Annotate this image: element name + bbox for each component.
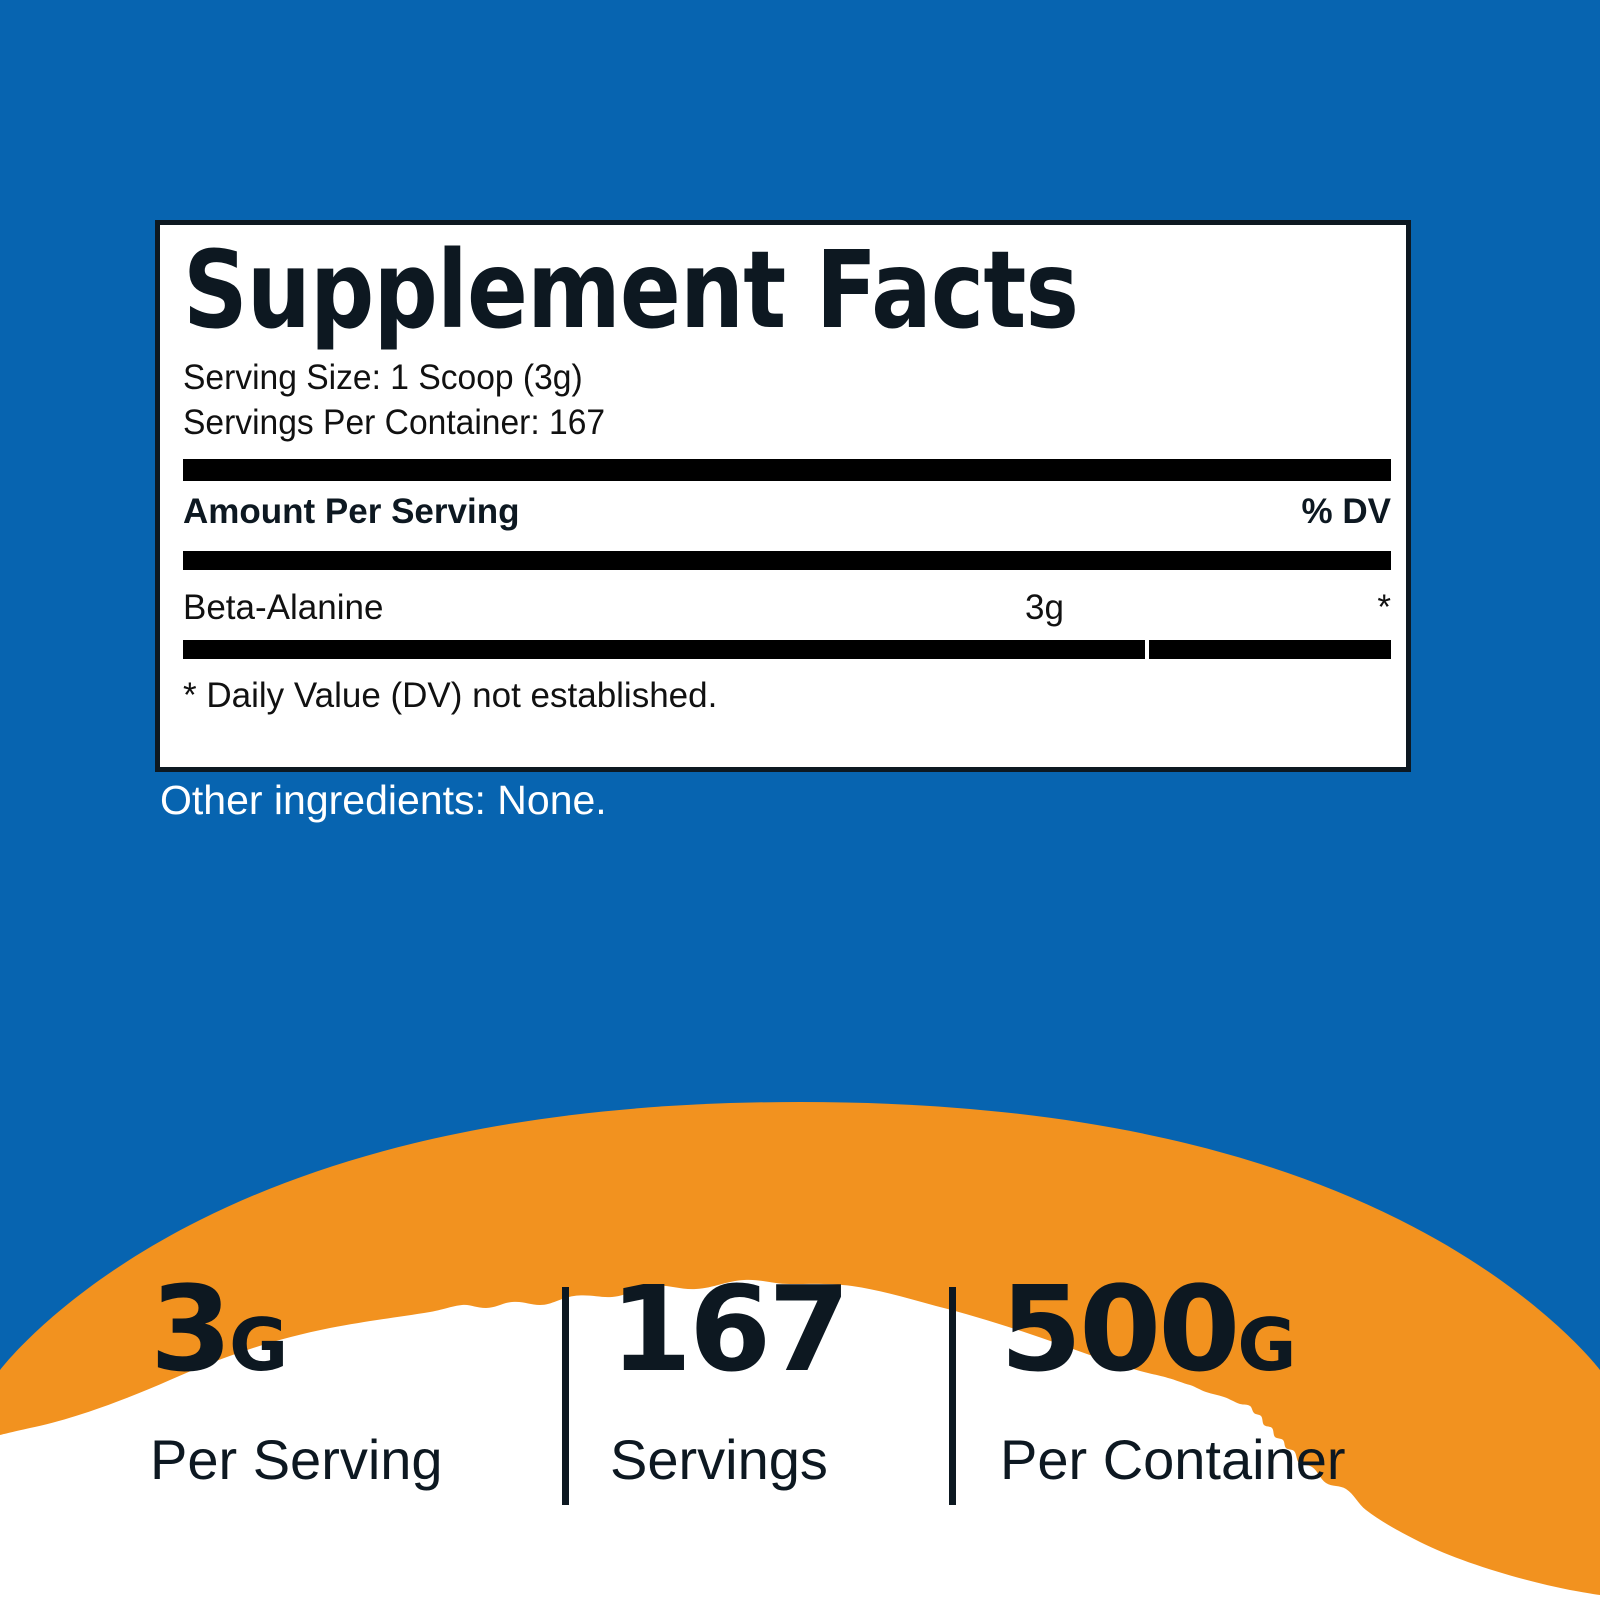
stat-number: 167 bbox=[610, 1260, 850, 1398]
rule-segment-right bbox=[1149, 640, 1391, 660]
nutrient-name: Beta-Alanine bbox=[183, 588, 384, 628]
stat-number: 500 bbox=[1000, 1260, 1240, 1398]
stat-value-servings: 167 bbox=[610, 1270, 850, 1388]
rule-below-nutrient-row bbox=[183, 640, 1391, 660]
amount-per-serving-label: Amount Per Serving bbox=[183, 492, 520, 532]
stat-label-per-serving: Per Serving bbox=[150, 1428, 443, 1491]
rule-above-amount-header bbox=[183, 459, 1391, 482]
stat-unit: G bbox=[1237, 1303, 1296, 1387]
stat-value-per-serving: 3G bbox=[150, 1270, 443, 1388]
serving-size-text: Serving Size: 1 Scoop (3g) bbox=[183, 357, 583, 397]
supplement-facts-panel: Supplement Facts Serving Size: 1 Scoop (… bbox=[155, 220, 1411, 772]
stat-per-container: 500G Per Container bbox=[1000, 1270, 1346, 1488]
rule-below-amount-header bbox=[183, 551, 1391, 571]
nutrient-amount: 3g bbox=[1025, 588, 1064, 628]
stat-label-servings: Servings bbox=[610, 1428, 828, 1491]
percent-dv-label: % DV bbox=[1301, 492, 1391, 532]
stat-per-serving: 3G Per Serving bbox=[150, 1270, 443, 1488]
servings-per-container-text: Servings Per Container: 167 bbox=[183, 402, 606, 442]
stat-servings: 167 Servings bbox=[610, 1270, 850, 1491]
stat-divider-1 bbox=[562, 1287, 569, 1505]
supplement-facts-title: Supplement Facts bbox=[183, 229, 1079, 353]
other-ingredients-text: Other ingredients: None. bbox=[160, 777, 607, 823]
stat-number: 3 bbox=[150, 1260, 232, 1398]
white-torn-shape bbox=[0, 1279, 1600, 1600]
product-stats-strip: 3G Per Serving 167 Servings 500G Per Con… bbox=[0, 1270, 1600, 1530]
stat-label-per-container: Per Container bbox=[1000, 1428, 1346, 1491]
rule-segment-left bbox=[183, 640, 1145, 660]
daily-value-footnote: * Daily Value (DV) not established. bbox=[183, 676, 718, 716]
wave-divider bbox=[0, 1040, 1600, 1600]
stat-divider-2 bbox=[949, 1287, 956, 1505]
amount-per-serving-header-row: Amount Per Serving % DV bbox=[183, 481, 1391, 543]
stat-unit: G bbox=[229, 1303, 288, 1387]
stat-value-per-container: 500G bbox=[1000, 1270, 1346, 1388]
nutrient-daily-value: * bbox=[1377, 588, 1391, 628]
table-row: Beta-Alanine 3g * bbox=[183, 570, 1391, 640]
